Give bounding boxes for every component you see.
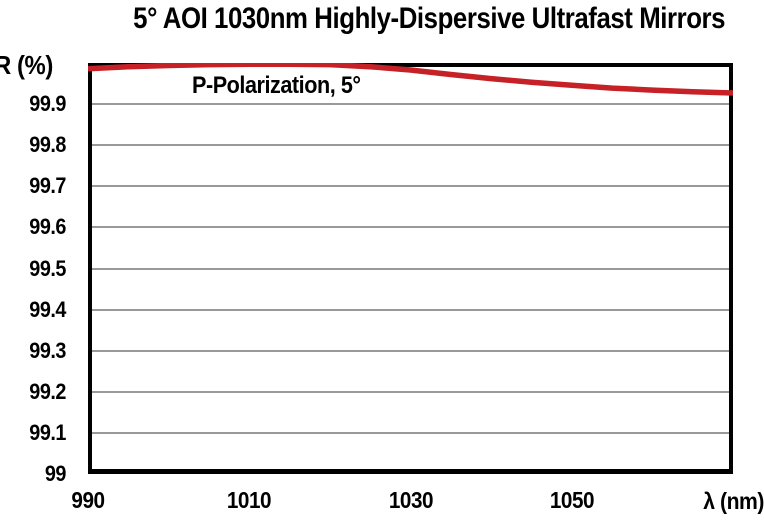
y-axis-title: R (%): [0, 50, 53, 80]
y-tick-label: 99.4: [29, 296, 66, 322]
gridline: [92, 431, 729, 434]
gridline: [92, 226, 729, 229]
gridline: [92, 267, 729, 270]
legend-p-polarization: P-Polarization, 5°: [192, 72, 361, 99]
y-tick-label: 99.9: [29, 91, 66, 117]
x-tick-label: 990: [71, 487, 105, 513]
y-tick-label: 99.5: [29, 255, 66, 281]
x-tick-label: 1050: [549, 487, 595, 513]
y-tick-label: 99.8: [29, 132, 66, 158]
x-axis-title: λ (nm): [703, 488, 764, 514]
gridline: [92, 390, 729, 393]
y-tick-label: 99.1: [29, 419, 66, 445]
gridline: [92, 103, 729, 106]
y-tick-label: 99.3: [29, 337, 66, 363]
x-tick-label: 1010: [227, 487, 272, 513]
gridline: [92, 349, 729, 352]
y-tick-label: 99.2: [29, 378, 66, 404]
reflectance-curve: [88, 63, 733, 96]
gridline: [92, 144, 729, 147]
gridline: [92, 308, 729, 311]
chart-title: 5° AOI 1030nm Highly-Dispersive Ultrafas…: [133, 2, 726, 35]
plot-area: P-Polarization, 5°: [88, 63, 733, 474]
y-tick-label: 99.7: [29, 173, 66, 199]
curve-svg: [88, 63, 733, 96]
gridline: [92, 185, 729, 188]
x-tick-label: 1030: [388, 487, 433, 513]
y-tick-label: 99.6: [29, 214, 66, 240]
y-tick-label: 99: [44, 461, 67, 486]
